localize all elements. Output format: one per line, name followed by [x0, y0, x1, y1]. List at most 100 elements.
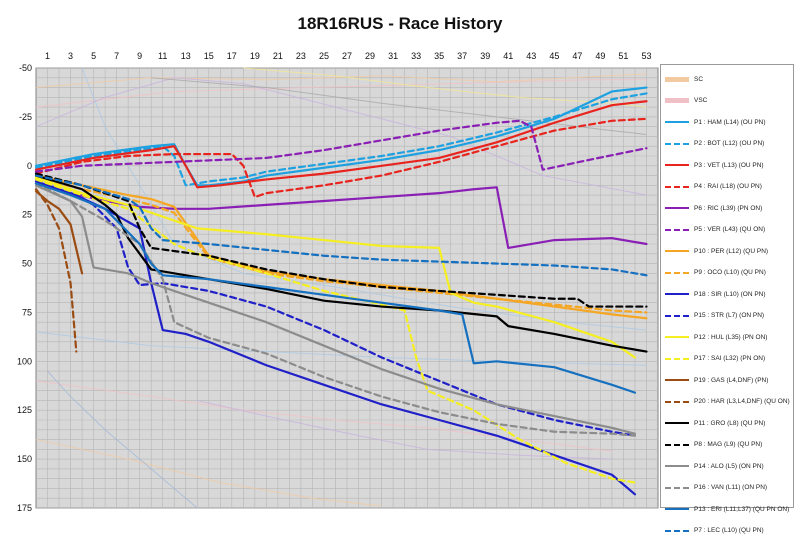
legend-label: P4 : RAI (L18) (OU PN): [694, 183, 762, 190]
x-tick-label: 31: [388, 51, 398, 61]
x-tick-label: 15: [204, 51, 214, 61]
series-line-15: [34, 174, 648, 353]
series-line-13: [34, 190, 84, 275]
legend-label: P7 : LEC (L10) (QU PN): [694, 527, 764, 534]
legend-label: P5 : VER (L43) (QU ON): [694, 226, 766, 233]
x-tick-label: 23: [296, 51, 306, 61]
legend-item: P3 : VET (L13) (OU PN): [665, 159, 764, 171]
background-trace: [197, 399, 612, 460]
legend-label: P11 : GRO (L8) (QU PN): [694, 419, 766, 427]
legend-item: P7 : LEC (L10) (QU PN): [665, 525, 764, 537]
legend-label: P16 : VAN (L11) (ON PN): [694, 484, 768, 491]
legend-item: P15 : STR (L7) (ON PN): [665, 310, 764, 322]
legend-swatch: [665, 142, 689, 145]
legend-item: P8 : MAG (L9) (QU PN): [665, 439, 762, 451]
legend-swatch: [665, 400, 689, 403]
legend-label: VSC: [694, 97, 708, 104]
x-tick-label: 9: [137, 51, 142, 61]
x-tick-label: 41: [503, 51, 513, 61]
legend-item: P19 : GAS (L4,DNF) (PN): [665, 374, 768, 386]
legend-item: P20 : HAR (L3,L4,DNF) (QU ON): [665, 396, 790, 408]
series-line-20: [34, 174, 648, 277]
legend-label: P9 : OCO (L10) (QU PN): [694, 269, 766, 276]
background-trace: [47, 370, 198, 509]
legend-item: P14 : ALO (L5) (ON PN): [665, 460, 764, 472]
legend-label: P3 : VET (L13) (OU PN): [694, 161, 764, 169]
legend-label: P20 : HAR (L3,L4,DNF) (QU ON): [694, 398, 790, 405]
legend-label: P2 : BOT (L12) (OU PN): [694, 140, 765, 147]
grid-layer: [35, 67, 659, 509]
legend-swatch: [665, 164, 689, 166]
y-tick-label: 150: [17, 454, 32, 464]
legend-swatch: [665, 379, 689, 381]
series-line-16: [34, 172, 648, 308]
legend-swatch: [665, 98, 689, 103]
series-line-10: [34, 178, 637, 437]
background-trace: [35, 77, 647, 196]
legend-item: P6 : RIC (L39) (PN ON): [665, 202, 762, 214]
x-tick-label: 19: [250, 51, 260, 61]
y-tick-label: -50: [19, 63, 32, 73]
legend-swatch: [665, 185, 689, 188]
legend-item: P1 : HAM (L14) (OU PN): [665, 116, 766, 128]
series-line-18: [34, 182, 637, 437]
legend-swatch: [665, 228, 689, 231]
y-tick-label: 125: [17, 405, 32, 415]
legend-item: P16 : VAN (L11) (ON PN): [665, 482, 767, 494]
series-line-17: [34, 184, 637, 435]
series-line-6: [34, 119, 648, 173]
x-tick-label: 35: [434, 51, 444, 61]
legend-swatch: [665, 121, 689, 123]
x-tick-label: 39: [480, 51, 490, 61]
legend-label: P15 : STR (L7) (ON PN): [694, 312, 765, 319]
y-tick-label: 0: [27, 161, 32, 171]
legend-item: P5 : VER (L43) (QU ON): [665, 224, 765, 236]
legend-label: SC: [694, 75, 704, 83]
legend-item: P10 : PER (L12) (QU PN): [665, 245, 768, 257]
legend-item: P9 : OCO (L10) (QU PN): [665, 267, 766, 279]
legend-swatch: [665, 508, 689, 510]
y-tick-label: 50: [22, 259, 32, 269]
legend-label: P8 : MAG (L9) (QU PN): [694, 441, 763, 448]
y-tick-label: 175: [17, 503, 32, 513]
x-tick-label: 49: [595, 51, 605, 61]
x-tick-label: 21: [273, 51, 283, 61]
series-line-14: [34, 188, 78, 353]
x-tick-label: 53: [641, 51, 651, 61]
background-trace: [35, 73, 647, 89]
legend-item: P12 : HUL (L35) (PN ON): [665, 331, 767, 343]
legend-swatch: [665, 529, 689, 532]
legend-swatch: [665, 336, 689, 338]
legend-label: P14 : ALO (L5) (ON PN): [694, 462, 764, 470]
legend-swatch: [665, 293, 689, 295]
series-line-4: [34, 117, 648, 199]
series-line-19: [34, 182, 637, 394]
series-line-3: [34, 100, 648, 189]
legend-label: P12 : HUL (L35) (PN ON): [694, 333, 768, 341]
x-tick-label: 11: [158, 51, 167, 61]
legend-swatch: [665, 486, 689, 489]
background-trace: [35, 439, 382, 507]
series-line-11: [34, 176, 637, 359]
legend-label: P19 : GAS (L4,DNF) (PN): [694, 376, 769, 384]
legend-label: P18 : SIR (L10) (ON PN): [694, 290, 766, 298]
legend-label: P17 : SAI (L32) (PN ON): [694, 355, 766, 362]
legend-label: P13 : ERI (L11,L37) (QU PN ON): [694, 505, 790, 513]
x-tick-label: 3: [68, 51, 73, 61]
background-trace: [81, 67, 647, 331]
legend-item: VSC: [665, 95, 707, 107]
legend-swatch: [665, 76, 689, 82]
legend-swatch: [665, 314, 689, 317]
legend-item: SC: [665, 73, 703, 85]
legend-label: P6 : RIC (L39) (PN ON): [694, 204, 763, 212]
legend-item: P2 : BOT (L12) (OU PN): [665, 138, 764, 150]
x-tick-label: 37: [457, 51, 467, 61]
series-line-9: [34, 180, 637, 496]
series-line-1: [34, 86, 648, 187]
series-layer: [34, 86, 648, 496]
legend-swatch: [665, 422, 689, 424]
legend-swatch: [665, 250, 689, 252]
x-tick-label: 17: [227, 51, 237, 61]
legend-item: P4 : RAI (L18) (OU PN): [665, 181, 762, 193]
